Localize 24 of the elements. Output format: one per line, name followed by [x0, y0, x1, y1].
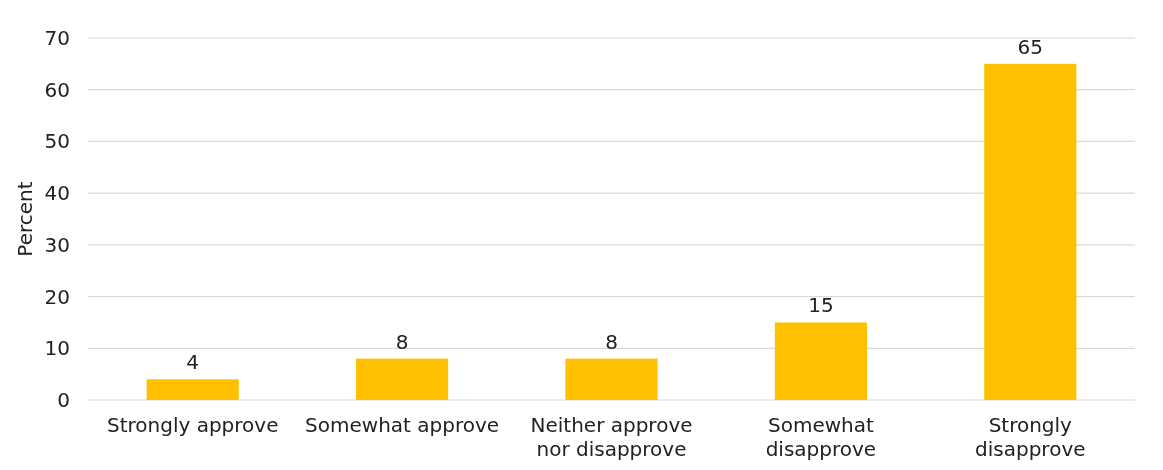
- y-tick-label: 30: [44, 232, 70, 257]
- data-label: 8: [395, 329, 409, 354]
- x-tick-label: Somewhat disapprove: [765, 413, 877, 461]
- x-tick-label: Strongly disapprove: [975, 413, 1086, 461]
- y-tick-label: 20: [44, 284, 70, 309]
- bar: [146, 379, 239, 400]
- data-label: 65: [1017, 34, 1044, 59]
- y-tick-label: 10: [44, 336, 70, 361]
- y-tick-label: 40: [44, 181, 70, 206]
- data-label: 8: [605, 329, 618, 354]
- data-label: 15: [808, 293, 834, 318]
- data-label: 4: [186, 350, 200, 375]
- y-tick-label: 70: [44, 26, 70, 50]
- bar: [774, 322, 867, 400]
- x-tick-label: Somewhat approve: [305, 413, 500, 437]
- bar: [356, 358, 449, 400]
- y-tick-label: 50: [44, 129, 70, 154]
- x-tick-label: Strongly approve: [106, 413, 279, 437]
- y-tick-label: 0: [57, 388, 70, 412]
- y-axis-title: Percent: [13, 181, 37, 257]
- x-tick-label: Neither approve nor disapprove: [530, 413, 693, 461]
- bar: [565, 358, 658, 400]
- y-tick-label: 60: [44, 77, 70, 102]
- bar: [984, 63, 1077, 400]
